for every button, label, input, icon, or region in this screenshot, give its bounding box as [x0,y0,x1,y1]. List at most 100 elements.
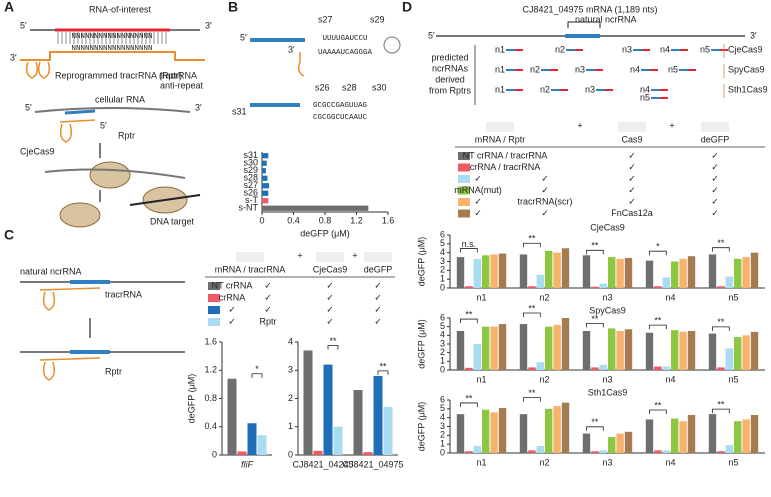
ncrna-label: n5 [640,92,650,102]
label: 3′ [205,20,212,30]
bar [671,330,679,370]
plasmid-icon [236,252,264,262]
x-tick-label: n5 [728,374,738,384]
ncrna-label: n1 [495,44,505,54]
bar [333,426,343,455]
bar [262,168,266,174]
bar [742,257,750,288]
legend-swatch [458,163,470,172]
label: CjeCas9 [20,146,55,156]
legend-swatch [458,198,470,206]
y-tick-label: 6 [440,394,445,404]
label: NNNNNNNNNNNNNNNNNN [71,45,152,53]
bar [591,286,599,288]
label: 3′ [10,52,17,62]
tracr [39,287,101,311]
ncrna-label: n2 [540,84,550,94]
significance: * [255,364,259,374]
column-header: mRNA / tracrRNA [215,264,286,274]
bar [645,260,654,288]
bar [490,254,498,288]
y-tick-label: 2 [440,430,445,440]
label: CGCGGCUCAAUC [313,114,368,122]
label: s31 [232,106,247,116]
ncrna-label: n1 [495,64,505,74]
bar [536,362,544,370]
track-label: CjeCas9 [728,44,763,54]
bar [536,445,544,453]
legend-cell: ✓ [541,208,549,218]
significance: ** [591,314,599,324]
bar [599,364,607,370]
x-tick-label: n2 [539,374,549,384]
legend-cell: ✓ [711,185,719,195]
legend-swatch [208,294,220,302]
bar [553,406,561,453]
bar [465,367,473,370]
label: UUUUGAUCCU [322,35,367,43]
bar [262,198,269,204]
bar [662,277,670,288]
legend-cell: ✓ [711,162,719,172]
bar [490,326,498,370]
legend-swatch [208,318,220,326]
line [64,109,96,115]
bar [303,350,313,455]
x-tick-label: n4 [665,374,675,384]
track-label: SpyCas9 [728,64,765,74]
legend-cell: tracrRNA(scr) [518,196,573,206]
bar [662,366,670,370]
bar [473,445,481,453]
y-tick-label: s27 [243,180,258,190]
significance-bracket [586,323,604,328]
bar [561,318,570,370]
bar [582,331,591,370]
bar [708,414,717,453]
x-tick-label: n1 [476,457,486,467]
label: natural ncrRNA [575,14,637,24]
legend-cell: ✓ [628,162,636,172]
bar [717,451,725,453]
y-axis-label: deGFP (μM) [416,237,426,287]
x-tick-label: 0.4 [287,215,300,225]
bar [679,421,687,453]
plasmid-icon [316,252,344,262]
legend-cell: ✓ [628,185,636,195]
y-tick-label: 5 [440,238,445,248]
bar [725,445,733,453]
legend-cell: ✓ [474,208,482,218]
significance-bracket [586,426,604,431]
label: 5′ [20,20,27,30]
bar [561,402,570,453]
legend-cell: ✓ [711,150,719,160]
label: 5′ [100,120,107,130]
ncrna-label: n3 [622,44,632,54]
bar [645,332,654,370]
bar [734,421,742,453]
plasmid-icon [701,122,729,132]
significance: ** [528,303,536,313]
legend-cell: ✓ [228,304,236,314]
bar [482,255,490,288]
bar [247,423,257,455]
x-tick-label: n1 [476,374,486,384]
bar [616,433,624,453]
legend-cell: ✓ [264,292,272,302]
y-tick-label: 2 [288,393,293,403]
label: predicted [431,52,468,62]
label: 5′ [428,30,435,40]
bar [545,250,553,288]
significance-bracket [523,397,541,402]
bar [490,412,498,453]
bar [750,415,759,453]
bar [591,367,599,370]
y-tick-label: s28 [243,173,258,183]
y-tick-label: 6 [440,229,445,239]
legend-cell: NT crRNA [212,280,253,290]
significance: ** [465,309,473,319]
ncrna-label: n2 [555,44,565,54]
y-tick-label: 0 [212,449,217,459]
y-tick-label: 4 [288,336,293,346]
legend-cell: ✓ [628,150,636,160]
chart-title: SpyCas9 [589,305,626,315]
